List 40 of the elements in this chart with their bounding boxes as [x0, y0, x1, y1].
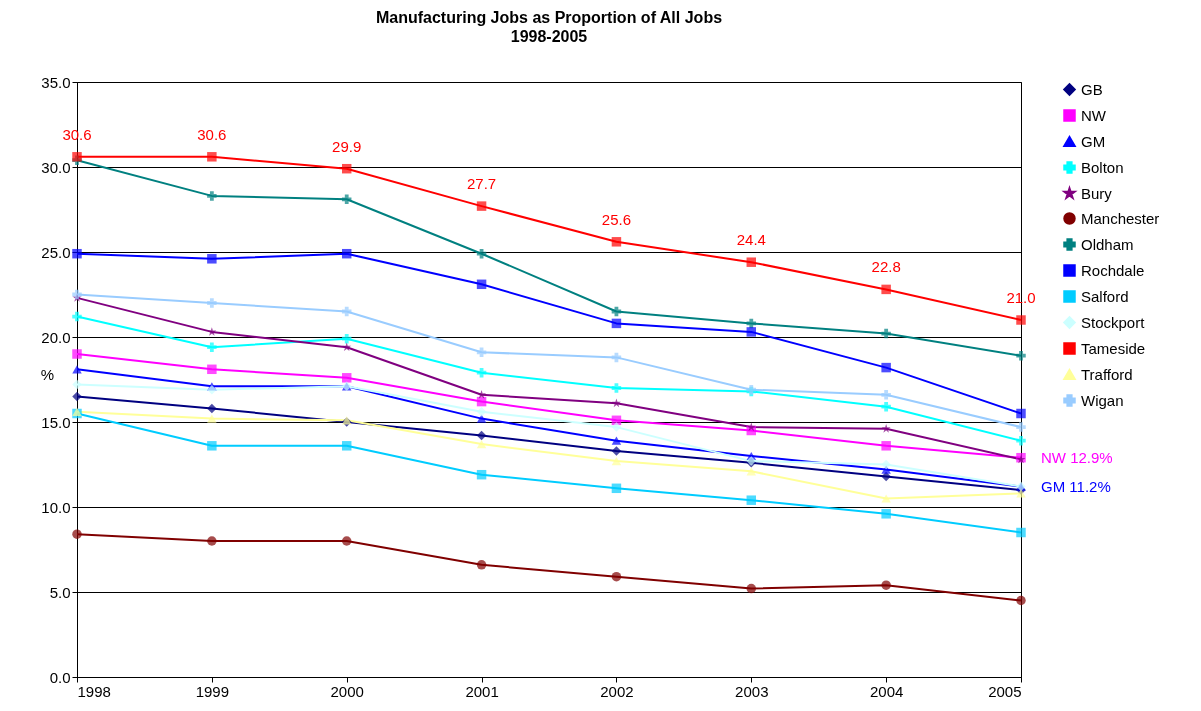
x-tick-label: 2004 — [869, 682, 904, 700]
data-label: 29.9 — [332, 137, 362, 155]
y-tick-label: 15.0 — [41, 413, 71, 431]
legend-label: Manchester — [1081, 209, 1160, 227]
x-tick-label: 2003 — [735, 682, 769, 700]
y-tick-label: 35.0 — [41, 73, 71, 91]
x-tick-label: 2001 — [465, 682, 499, 700]
y-tick-label: 5.0 — [49, 583, 71, 601]
legend-label: Salford — [1081, 287, 1129, 305]
annotation: GM 11.2% — [1041, 477, 1111, 495]
y-tick-label: 10.0 — [41, 498, 71, 516]
legend-label: Bolton — [1081, 158, 1124, 176]
annotation: NW 12.9% — [1041, 448, 1113, 466]
legend-label: Tameside — [1081, 339, 1146, 357]
y-tick-label: 0.0 — [49, 668, 71, 686]
data-label: 24.4 — [736, 231, 766, 249]
legend-label: Trafford — [1081, 365, 1133, 383]
x-tick-label: 2005 — [988, 682, 1022, 700]
legend-label: Bury — [1081, 184, 1113, 202]
legend-label: GB — [1081, 80, 1103, 98]
data-label: 27.7 — [466, 175, 497, 193]
legend-label: GM — [1081, 132, 1106, 150]
x-tick-label: 1999 — [195, 682, 230, 700]
x-tick-label: 2000 — [330, 682, 364, 700]
legend-label: Oldham — [1081, 235, 1134, 253]
y-tick-label: 30.0 — [41, 158, 71, 176]
y-axis-title: % — [40, 365, 55, 383]
legend-label: Stockport — [1081, 313, 1146, 331]
chart-title: Manufacturing Jobs as Proportion of All Jobs — [375, 9, 723, 26]
data-label: 25.6 — [601, 210, 632, 228]
x-tick-label: 2002 — [600, 682, 634, 700]
y-tick-label: 25.0 — [41, 243, 71, 261]
y-tick-label: 20.0 — [41, 328, 71, 346]
legend-label: Wigan — [1081, 391, 1124, 409]
data-label: 22.8 — [871, 258, 901, 276]
legend-label: NW — [1081, 106, 1107, 124]
x-tick-label: 1998 — [77, 682, 111, 700]
chart-subtitle: 1998-2005 — [510, 28, 588, 45]
legend-label: Rochdale — [1081, 261, 1145, 279]
data-label: 30.6 — [197, 125, 227, 143]
